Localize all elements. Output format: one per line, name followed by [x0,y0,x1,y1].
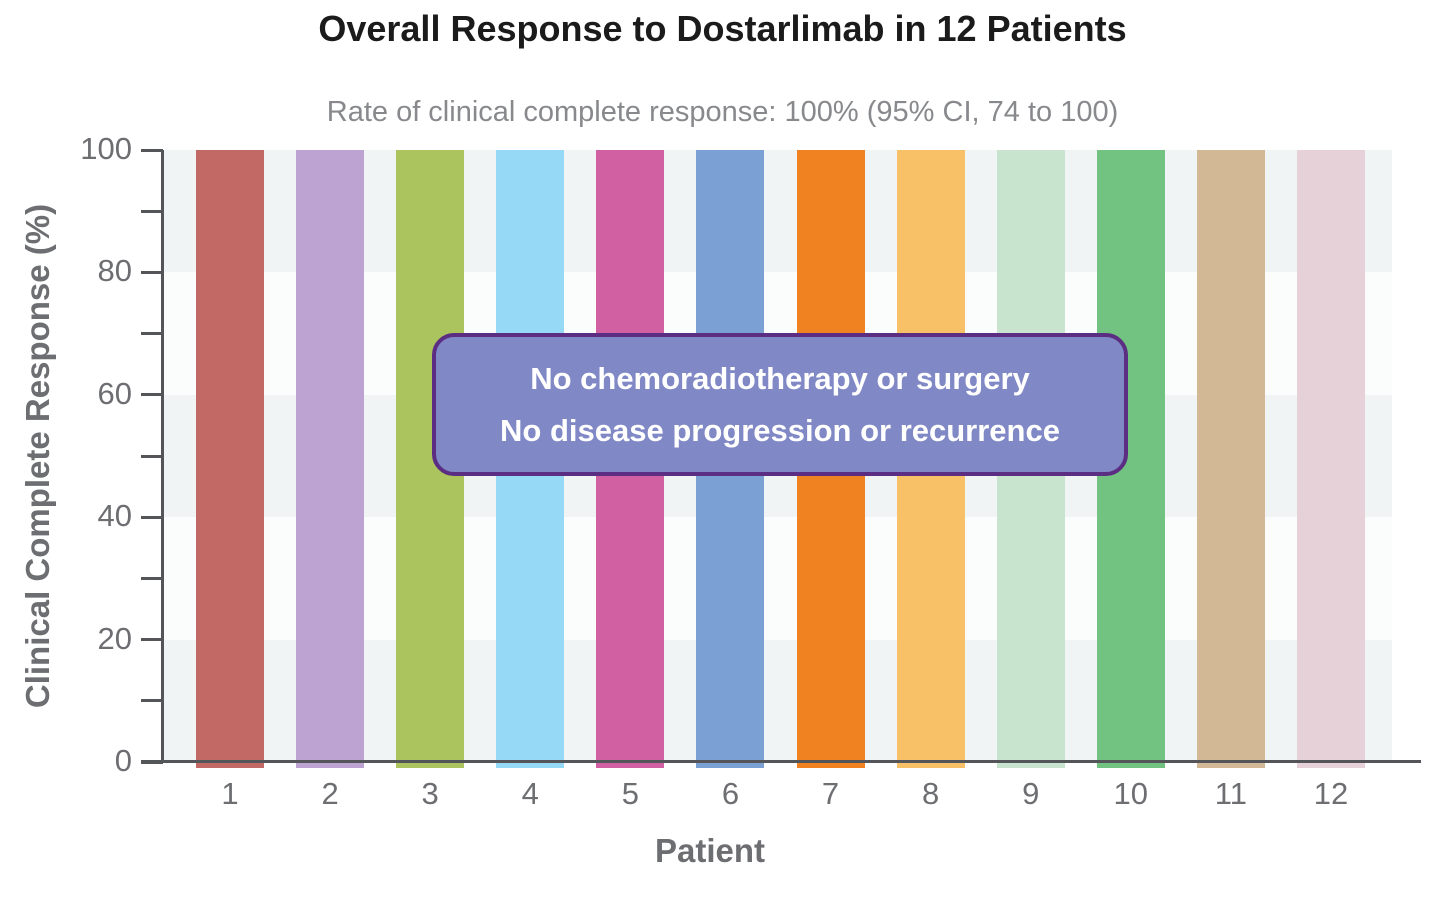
grid-band [164,150,1392,273]
bar-patient-11 [1196,150,1265,768]
y-tick-label-60: 60 [97,375,132,411]
bar-patient-1 [196,150,264,768]
x-tick-label-12: 12 [1313,776,1349,811]
bar-patient-12 [1296,150,1365,768]
y-tick-70 [141,332,163,336]
y-tick-label-40: 40 [97,498,132,534]
y-tick-40 [141,515,163,519]
grid-band [164,517,1392,640]
plot-area [164,150,1392,768]
y-tick-80 [141,270,163,274]
x-tick-label-5: 5 [621,776,639,811]
y-tick-60 [141,393,163,397]
x-tick-label-2: 2 [321,776,339,811]
y-tick-20 [141,638,163,642]
y-tick-label-80: 80 [97,253,132,289]
y-tick-90 [141,209,163,213]
chart-subtitle: Rate of clinical complete response: 100%… [326,96,1119,128]
x-tick-label-10: 10 [1113,776,1149,811]
annotation-line-2: No disease progression or recurrence [500,412,1060,448]
x-tick-label-9: 9 [1022,776,1040,811]
x-tick-label-7: 7 [821,776,840,811]
x-tick-label-8: 8 [922,776,940,811]
x-tick-label-4: 4 [521,776,539,811]
x-tick-label-3: 3 [421,776,439,811]
x-axis-line [141,760,1421,763]
x-tick-label-6: 6 [721,776,740,811]
y-tick-label-0: 0 [114,743,132,778]
y-tick-30 [141,576,163,580]
y-tick-50 [141,454,163,458]
annotation-box: No chemoradiotherapy or surgery No disea… [432,333,1128,476]
x-tick-label-11: 11 [1214,776,1247,811]
y-tick-10 [141,699,163,703]
y-tick-0 [141,760,163,764]
grid-band [164,639,1392,762]
y-tick-100 [141,148,163,152]
y-tick-label-20: 20 [97,620,132,656]
chart-title: Overall Response to Dostarlimab in 12 Pa… [318,8,1127,49]
x-axis-title: Patient [654,832,766,869]
y-tick-label-100: 100 [80,131,132,166]
bar-patient-2 [296,150,365,768]
annotation-line-1: No chemoradiotherapy or surgery [530,360,1030,396]
x-tick-label-1: 1 [221,776,239,811]
